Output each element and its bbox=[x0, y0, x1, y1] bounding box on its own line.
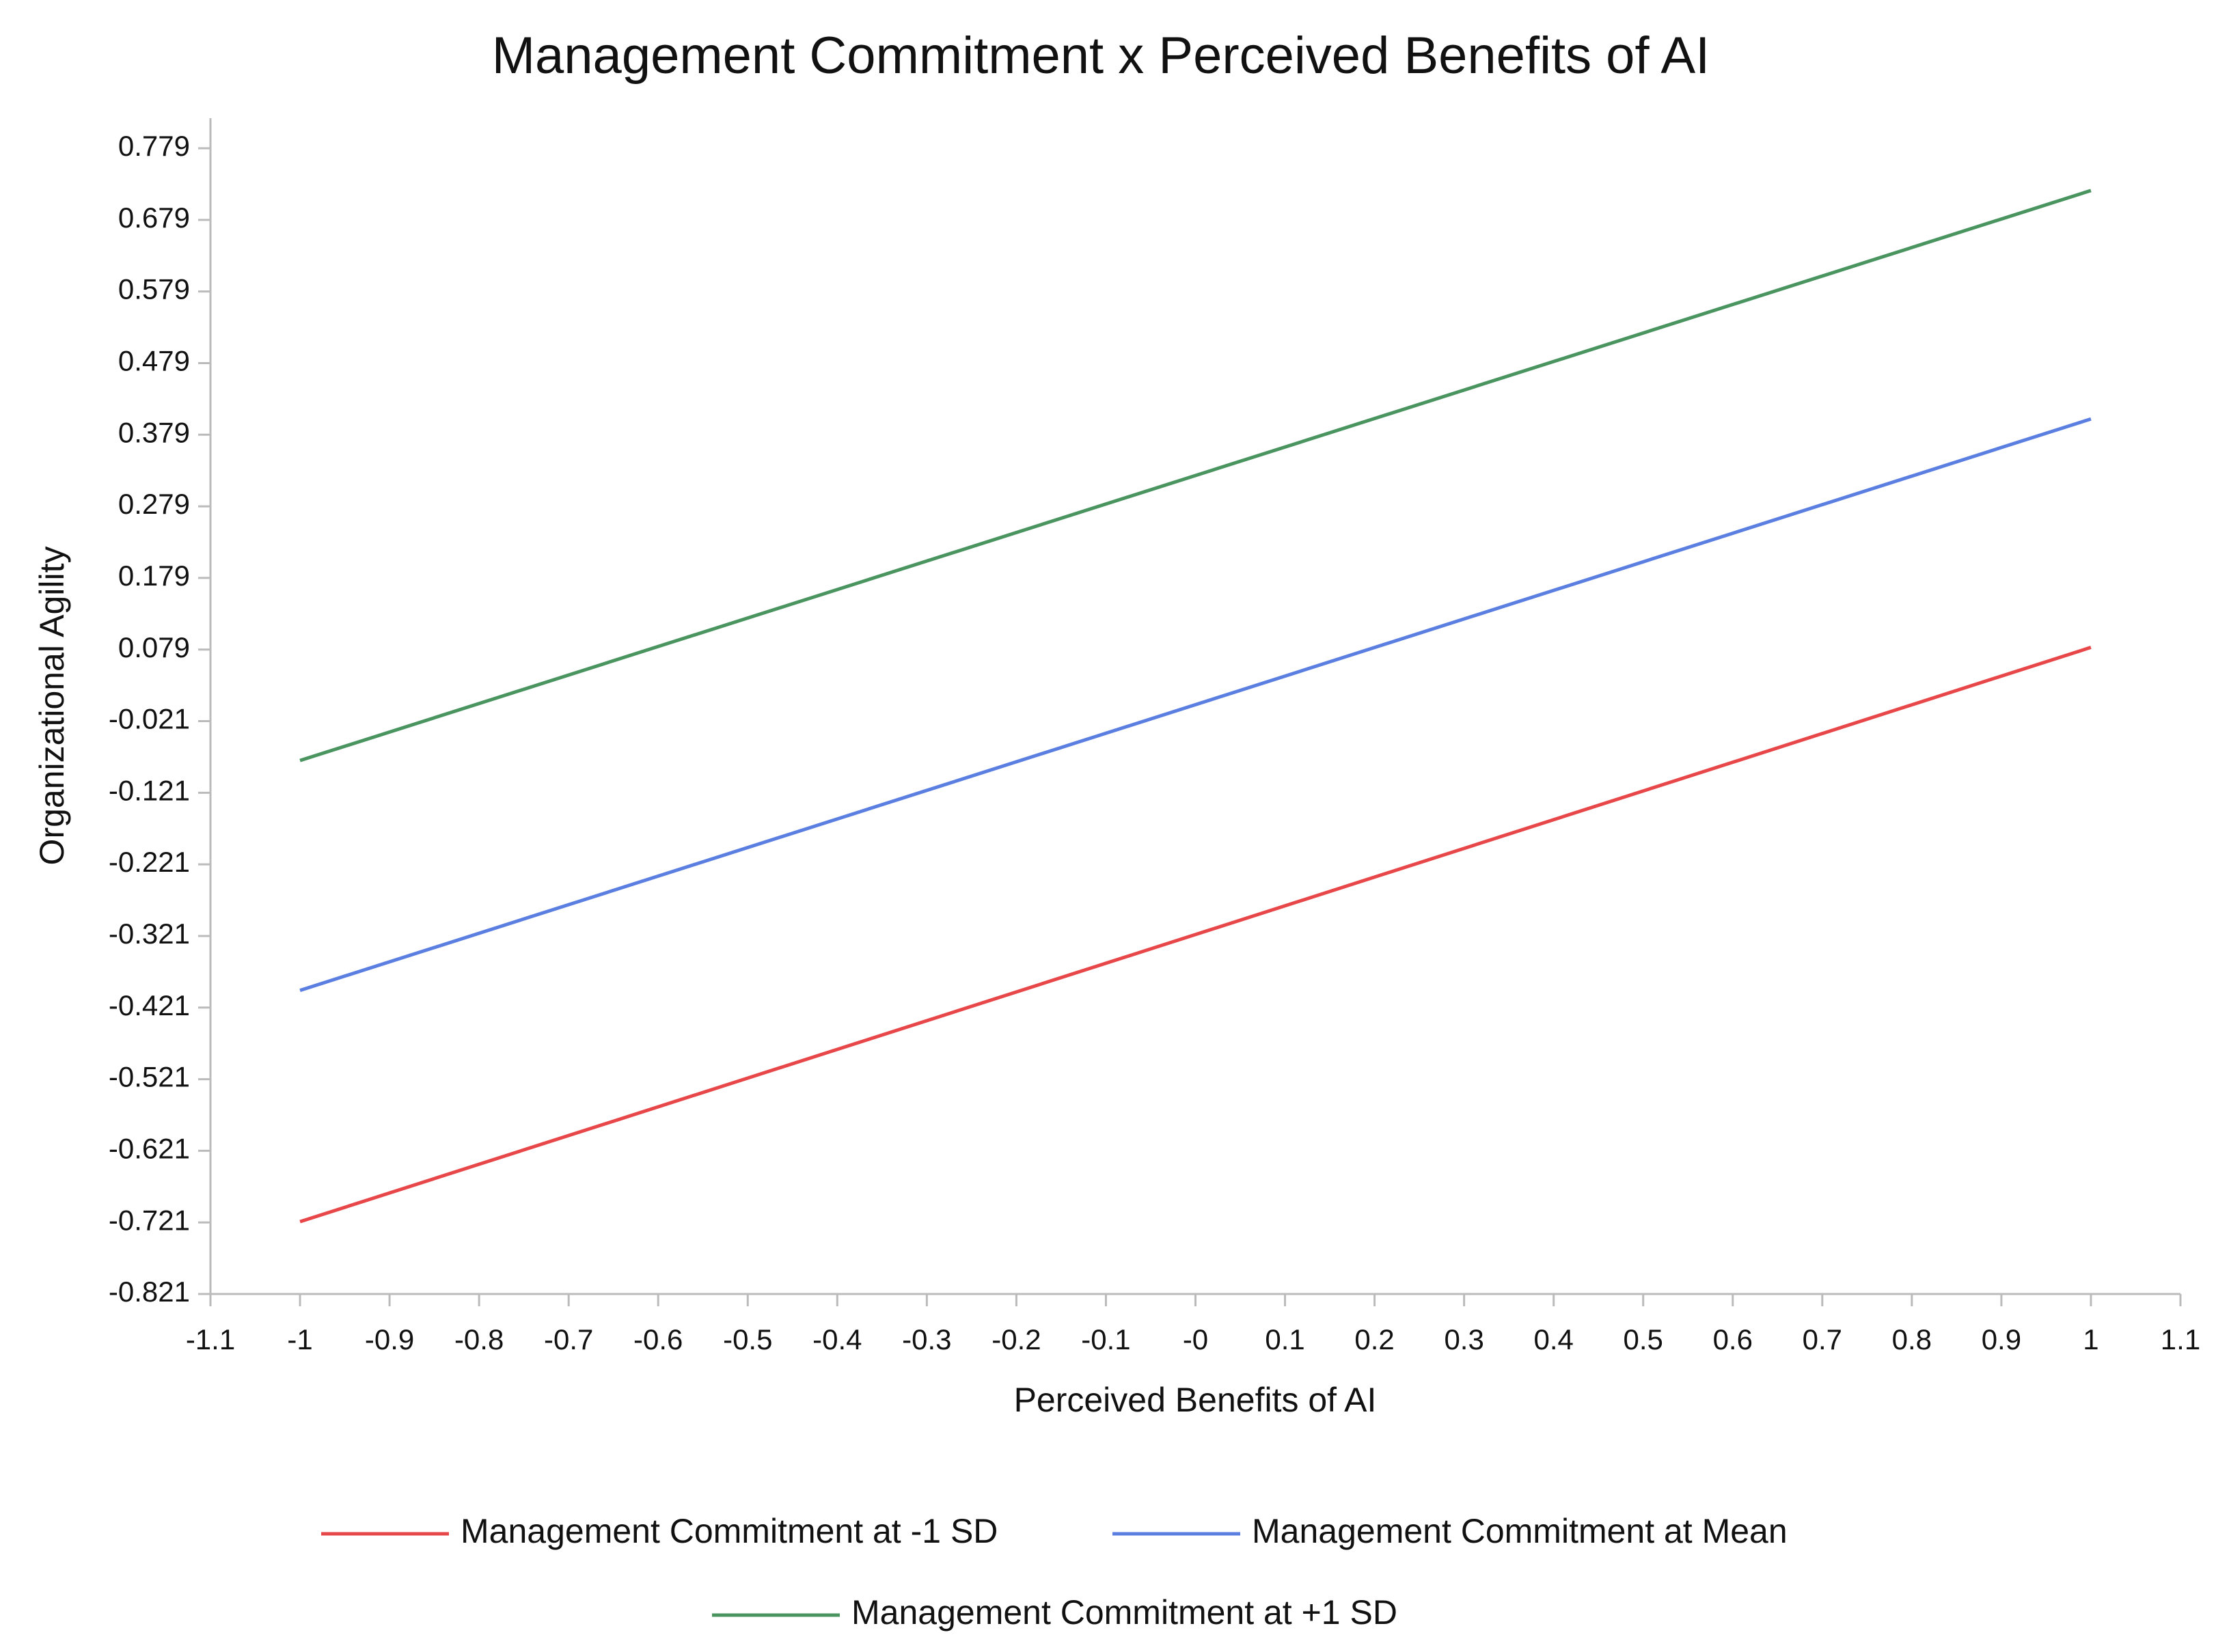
x-tick-label: -0.8 bbox=[454, 1323, 504, 1355]
series-line bbox=[299, 646, 2092, 1224]
x-tick-label: -0.3 bbox=[902, 1323, 951, 1355]
x-tick-label: 0.9 bbox=[1982, 1323, 2021, 1355]
y-tick-label: 0.179 bbox=[118, 560, 190, 592]
x-tick-label: 0.7 bbox=[1803, 1323, 1842, 1355]
x-tick-label: -1.1 bbox=[186, 1323, 235, 1355]
x-tick-label: -1 bbox=[287, 1323, 312, 1355]
y-tick-label: 0.479 bbox=[118, 345, 190, 377]
legend-label: Management Commitment at +1 SD bbox=[851, 1593, 1397, 1632]
legend-label: Management Commitment at Mean bbox=[1252, 1512, 1788, 1550]
y-tick-label: 0.079 bbox=[118, 631, 190, 663]
y-tick-label: 0.379 bbox=[118, 416, 190, 448]
y-tick-label: -0.821 bbox=[109, 1276, 190, 1308]
x-tick-label: 1 bbox=[2083, 1323, 2098, 1355]
x-tick-label: 0.8 bbox=[1892, 1323, 1932, 1355]
y-tick-label: -0.621 bbox=[109, 1132, 190, 1164]
y-tick-label: -0.421 bbox=[109, 989, 190, 1021]
x-tick-label: -0.5 bbox=[723, 1323, 772, 1355]
x-tick-label: -0.2 bbox=[991, 1323, 1041, 1355]
y-tick-label: -0.521 bbox=[109, 1061, 190, 1093]
y-tick-label: 0.779 bbox=[118, 130, 190, 162]
y-tick-label: -0.721 bbox=[109, 1204, 190, 1236]
x-tick-label: -0 bbox=[1183, 1323, 1208, 1355]
y-tick-label: -0.121 bbox=[109, 774, 190, 806]
x-tick-label: 0.4 bbox=[1533, 1323, 1573, 1355]
x-tick-label: 0.2 bbox=[1354, 1323, 1394, 1355]
x-tick-label: -0.9 bbox=[365, 1323, 414, 1355]
x-tick-label: -0.7 bbox=[544, 1323, 593, 1355]
y-tick-label: -0.021 bbox=[109, 703, 190, 735]
x-tick-label: -0.1 bbox=[1081, 1323, 1130, 1355]
x-tick-label: 0.3 bbox=[1444, 1323, 1483, 1355]
x-tick-label: -0.4 bbox=[812, 1323, 862, 1355]
x-tick-label: 0.6 bbox=[1713, 1323, 1753, 1355]
x-tick-label: -0.6 bbox=[633, 1323, 683, 1355]
series-line bbox=[299, 417, 2092, 992]
y-axis-label: Organizational Agility bbox=[33, 547, 71, 866]
x-tick-label: 0.1 bbox=[1265, 1323, 1304, 1355]
y-tick-label: -0.321 bbox=[109, 918, 190, 950]
x-tick-label: 1.1 bbox=[2161, 1323, 2200, 1355]
legend-label: Management Commitment at -1 SD bbox=[461, 1512, 998, 1550]
series-line bbox=[299, 189, 2092, 762]
chart-title: Management Commitment x Perceived Benefi… bbox=[492, 27, 1710, 85]
y-tick-label: -0.221 bbox=[109, 846, 190, 878]
y-tick-label: 0.279 bbox=[118, 488, 190, 520]
y-tick-label: 0.579 bbox=[118, 273, 190, 305]
y-tick-label: 0.679 bbox=[118, 202, 190, 234]
x-axis-label: Perceived Benefits of AI bbox=[1014, 1381, 1377, 1419]
x-tick-label: 0.5 bbox=[1624, 1323, 1663, 1355]
